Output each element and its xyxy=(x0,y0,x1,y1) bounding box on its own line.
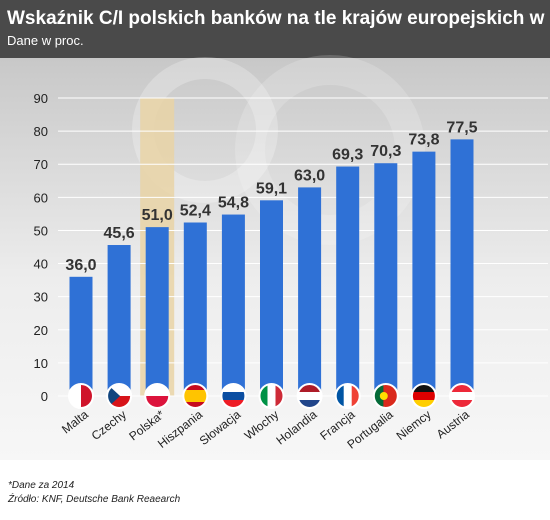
x-tick-label: Słowacja xyxy=(197,407,244,448)
bar xyxy=(107,245,131,396)
slovakia-flag-icon xyxy=(221,384,246,408)
netherlands-flag-icon xyxy=(297,384,322,408)
header-band: Wskaźnik C/I polskich banków na tle kraj… xyxy=(0,0,550,58)
data-label: 69,3 xyxy=(332,147,363,164)
bar xyxy=(145,227,169,396)
x-tick-label: Niemcy xyxy=(394,407,434,443)
data-label: 45,6 xyxy=(104,225,135,242)
flag-border xyxy=(144,383,171,409)
y-tick-label: 20 xyxy=(34,323,48,338)
bar xyxy=(336,166,360,396)
x-tick-label: Holandia xyxy=(273,407,319,447)
bar xyxy=(298,187,322,396)
portugal-flag-icon xyxy=(373,384,398,408)
malta-flag-icon xyxy=(69,384,93,408)
poland-flag-icon xyxy=(145,384,170,408)
footnote: *Dane za 2014 xyxy=(8,480,75,491)
y-tick-label: 60 xyxy=(34,190,48,205)
bar xyxy=(69,276,93,396)
y-tick-label: 10 xyxy=(34,356,48,371)
flag-border xyxy=(296,383,323,409)
flag-border xyxy=(106,383,133,409)
data-label: 52,4 xyxy=(180,202,211,219)
y-tick-label: 40 xyxy=(34,257,48,272)
bar xyxy=(221,214,245,396)
flag-border xyxy=(334,383,361,409)
flag-border xyxy=(220,383,247,409)
bar-chart: 0 10 20 30 40 50 60 70 80 90 36,0 Malta 45,6 Czechy 51… xyxy=(33,91,478,452)
y-tick-label: 80 xyxy=(34,124,48,139)
italy-flag-icon xyxy=(259,384,284,408)
x-tick-label: Austria xyxy=(434,407,472,441)
bar xyxy=(374,163,398,396)
data-label: 59,1 xyxy=(256,180,287,197)
y-tick-label: 50 xyxy=(34,223,48,238)
y-tick-label: 70 xyxy=(34,157,48,172)
czech-flag-icon xyxy=(107,384,132,408)
germany-flag-icon xyxy=(411,384,436,408)
flag-border xyxy=(182,383,209,409)
austria-flag-icon xyxy=(450,384,474,408)
data-label: 63,0 xyxy=(294,167,325,184)
x-tick-label: Czechy xyxy=(89,407,129,443)
flag-border xyxy=(258,383,285,409)
spain-flag-icon xyxy=(183,384,208,408)
bar xyxy=(183,222,207,396)
flag-border xyxy=(449,383,475,409)
flag-border xyxy=(410,383,437,409)
chart-title: Wskaźnik C/I polskich banków na tle kraj… xyxy=(7,8,550,29)
flag-border xyxy=(68,383,94,409)
y-tick-label: 0 xyxy=(41,389,48,404)
data-label: 73,8 xyxy=(408,132,439,149)
data-label: 51,0 xyxy=(142,207,173,224)
data-label: 77,5 xyxy=(446,119,477,136)
bar xyxy=(260,200,283,396)
flag-border xyxy=(372,383,399,409)
data-label: 70,3 xyxy=(370,143,401,160)
bar xyxy=(412,151,436,396)
data-label: 36,0 xyxy=(65,257,96,274)
bar xyxy=(450,139,474,396)
x-tick-label: Malta xyxy=(59,407,91,436)
y-tick-label: 30 xyxy=(34,290,48,305)
data-label: 54,8 xyxy=(218,195,249,212)
france-flag-icon xyxy=(335,384,360,408)
chart-subtitle: Dane w proc. xyxy=(7,33,84,48)
y-tick-label: 90 xyxy=(34,91,48,106)
source-note: Źródło: KNF, Deutsche Bank Reaearch xyxy=(8,494,181,505)
